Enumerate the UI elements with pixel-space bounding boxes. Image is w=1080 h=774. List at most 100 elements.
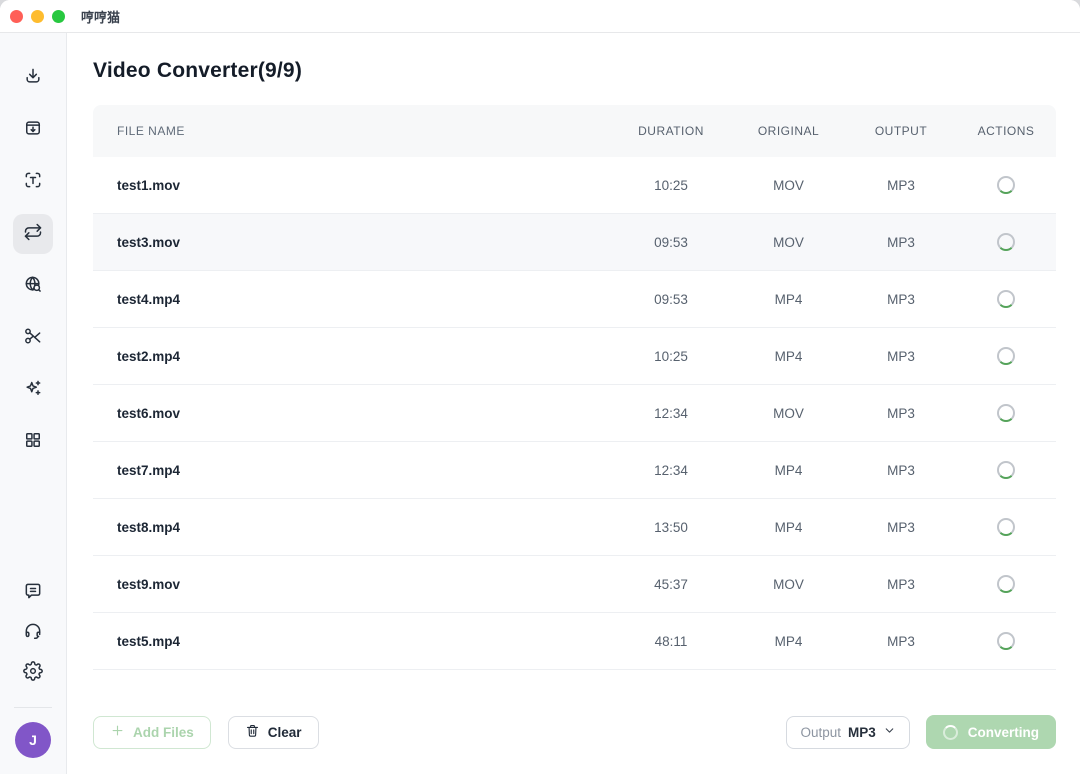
original-format-cell: MP4 [774,348,803,364]
table-row[interactable]: test1.mov 10:25 MOV MP3 [93,157,1056,214]
original-format-cell: MP4 [774,291,803,307]
app-body: J Video Converter(9/9) FILE NAME DURATIO… [0,33,1080,774]
original-format-cell: MP4 [774,462,803,478]
table-row[interactable]: test5.mp4 48:11 MP4 MP3 [93,613,1056,670]
headphones-support-icon [23,621,43,646]
sidebar-item-support[interactable] [15,615,51,651]
actions-cell [956,404,1056,422]
minimize-window-button[interactable] [31,9,44,23]
converting-label: Converting [967,724,1039,740]
duration-cell: 09:53 [654,234,688,250]
page-title: Video Converter(9/9) [93,59,303,82]
text-recognition-icon [23,170,43,195]
duration-cell: 12:34 [654,462,688,478]
trash-icon [245,723,260,741]
close-window-button[interactable] [10,9,23,23]
original-format-cell: MOV [773,177,804,193]
web-search-icon [23,274,43,299]
column-header-output: OUTPUT [874,124,928,138]
plus-icon [110,723,125,741]
output-format-cell: MP3 [887,633,915,649]
download-icon [23,66,43,91]
table-row[interactable]: test3.mov 09:53 MOV MP3 [93,214,1056,271]
output-select-value: MP3 [847,724,876,740]
table-body: test1.mov 10:25 MOV MP3 test3.mov 09:53 … [93,157,1056,670]
table-row[interactable]: test6.mov 12:34 MOV MP3 [93,385,1056,442]
output-select-label: Output [800,724,841,740]
output-format-select[interactable]: Output MP3 [786,715,910,749]
actions-cell [956,518,1056,536]
actions-cell [956,461,1056,479]
file-name-cell: test1.mov [117,177,181,193]
row-converting-spinner-icon [997,347,1015,365]
sidebar-item-text-recognition[interactable] [13,162,53,202]
sidebar-item-more-apps[interactable] [13,422,53,462]
convert-icon [23,222,43,247]
traffic-lights [10,9,65,23]
file-name-cell: test4.mp4 [117,291,181,307]
row-converting-spinner-icon [997,518,1015,536]
column-header-actions: ACTIONS [977,124,1035,138]
apps-grid-icon [23,430,43,455]
add-files-button[interactable]: Add Files [93,715,211,749]
sidebar-item-converter[interactable] [13,214,53,254]
file-name-cell: test9.mov [117,576,181,592]
output-format-cell: MP3 [887,576,915,592]
column-header-duration: DURATION [638,124,704,138]
column-header-original: ORIGINAL [757,124,820,138]
original-format-cell: MOV [773,405,804,421]
sidebar-item-settings[interactable] [15,655,51,691]
table-row[interactable]: test8.mp4 13:50 MP4 MP3 [93,499,1056,556]
duration-cell: 12:34 [654,405,688,421]
duration-cell: 10:25 [654,348,688,364]
row-converting-spinner-icon [997,461,1015,479]
file-name-cell: test6.mov [117,405,181,421]
table-row[interactable]: test4.mp4 09:53 MP4 MP3 [93,271,1056,328]
original-format-cell: MP4 [774,519,803,535]
duration-cell: 13:50 [654,519,688,535]
zoom-window-button[interactable] [52,9,65,23]
sidebar-item-archive-download[interactable] [13,110,53,150]
sidebar-item-web-search[interactable] [13,266,53,306]
row-converting-spinner-icon [997,575,1015,593]
table-row[interactable]: test2.mp4 10:25 MP4 MP3 [93,328,1056,385]
actions-cell [956,347,1056,365]
file-name-cell: test7.mp4 [117,462,181,478]
original-format-cell: MOV [773,576,804,592]
row-converting-spinner-icon [997,404,1015,422]
duration-cell: 48:11 [654,633,688,649]
row-converting-spinner-icon [997,632,1015,650]
main-content: Video Converter(9/9) FILE NAME DURATION … [67,33,1080,774]
output-format-cell: MP3 [887,177,915,193]
duration-cell: 09:53 [654,291,688,307]
original-format-cell: MP4 [774,633,803,649]
table-header: FILE NAME DURATION ORIGINAL OUTPUT ACTIO… [93,105,1056,157]
feedback-chat-icon [23,581,43,606]
titlebar: 哼哼猫 [0,0,1080,33]
sidebar-item-ai-tools[interactable] [13,370,53,410]
row-converting-spinner-icon [997,233,1015,251]
clear-button[interactable]: Clear [227,715,319,749]
row-converting-spinner-icon [997,290,1015,308]
window-title: 哼哼猫 [81,9,121,25]
archive-download-icon [23,118,43,143]
actions-cell [956,233,1056,251]
avatar[interactable]: J [15,722,51,758]
file-table: FILE NAME DURATION ORIGINAL OUTPUT ACTIO… [93,105,1056,670]
converting-button[interactable]: Converting [925,715,1056,749]
table-row[interactable]: test7.mp4 12:34 MP4 MP3 [93,442,1056,499]
sidebar-item-feedback[interactable] [15,575,51,611]
sidebar-divider [14,707,52,708]
output-format-cell: MP3 [887,405,915,421]
add-files-label: Add Files [133,724,194,740]
sidebar-item-trim[interactable] [13,318,53,358]
settings-gear-icon [23,660,43,686]
original-format-cell: MOV [773,234,804,250]
ai-sparkles-icon [23,378,43,403]
table-row[interactable]: test9.mov 45:37 MOV MP3 [93,556,1056,613]
scissors-icon [23,326,43,351]
file-name-cell: test3.mov [117,234,181,250]
sidebar-item-download[interactable] [13,58,53,98]
output-format-cell: MP3 [887,234,915,250]
